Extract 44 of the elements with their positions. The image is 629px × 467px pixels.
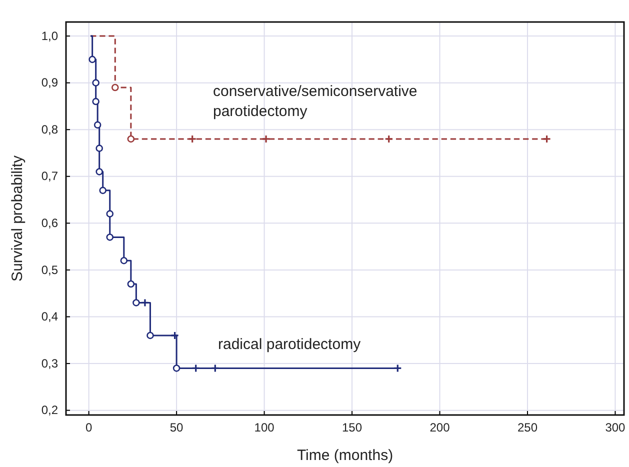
- y-tick-label: 0,9: [41, 76, 58, 90]
- y-tick-label: 0,6: [41, 216, 58, 230]
- y-tick-label: 0,5: [41, 262, 58, 277]
- point: [92, 79, 100, 86]
- x-axis-title: Time (months): [296, 447, 394, 464]
- point: [170, 331, 180, 340]
- point: [88, 56, 96, 64]
- x-tick-label: 100: [254, 420, 275, 435]
- point: [94, 121, 102, 129]
- point: [188, 134, 197, 144]
- point: [192, 364, 200, 373]
- point: [210, 364, 220, 373]
- point: [172, 364, 180, 372]
- point: [140, 298, 150, 308]
- series-label: conservative/semiconservative parotidectomy: [213, 82, 418, 120]
- point: [127, 280, 135, 288]
- y-tick-label: 0,8: [41, 122, 58, 136]
- point: [384, 134, 394, 144]
- point: [262, 134, 270, 144]
- point: [127, 135, 135, 143]
- series-label: radical parotidectomy: [218, 336, 362, 354]
- x-tick-label: 250: [517, 420, 538, 435]
- point: [120, 256, 128, 264]
- y-tick-label: 0,7: [41, 169, 58, 184]
- x-tick-label: 200: [430, 420, 450, 435]
- x-tick-label: 50: [170, 420, 184, 435]
- point: [96, 168, 103, 176]
- point: [106, 210, 114, 218]
- point: [92, 98, 100, 106]
- point: [111, 84, 119, 92]
- y-tick-label: 0,3: [41, 356, 58, 370]
- x-tick-label: 150: [342, 420, 362, 435]
- point: [132, 299, 140, 306]
- x-tick-label: 0: [85, 420, 92, 435]
- y-tick-label: 1,0: [41, 28, 58, 43]
- point: [96, 144, 103, 152]
- y-tick-label: 0,2: [41, 403, 58, 418]
- x-tick-label: 300: [605, 420, 626, 435]
- y-axis-title: Survival probability: [9, 155, 26, 282]
- point: [99, 186, 106, 194]
- point: [146, 332, 154, 340]
- point: [542, 134, 552, 144]
- point: [106, 234, 114, 241]
- y-tick-label: 0,4: [41, 310, 58, 324]
